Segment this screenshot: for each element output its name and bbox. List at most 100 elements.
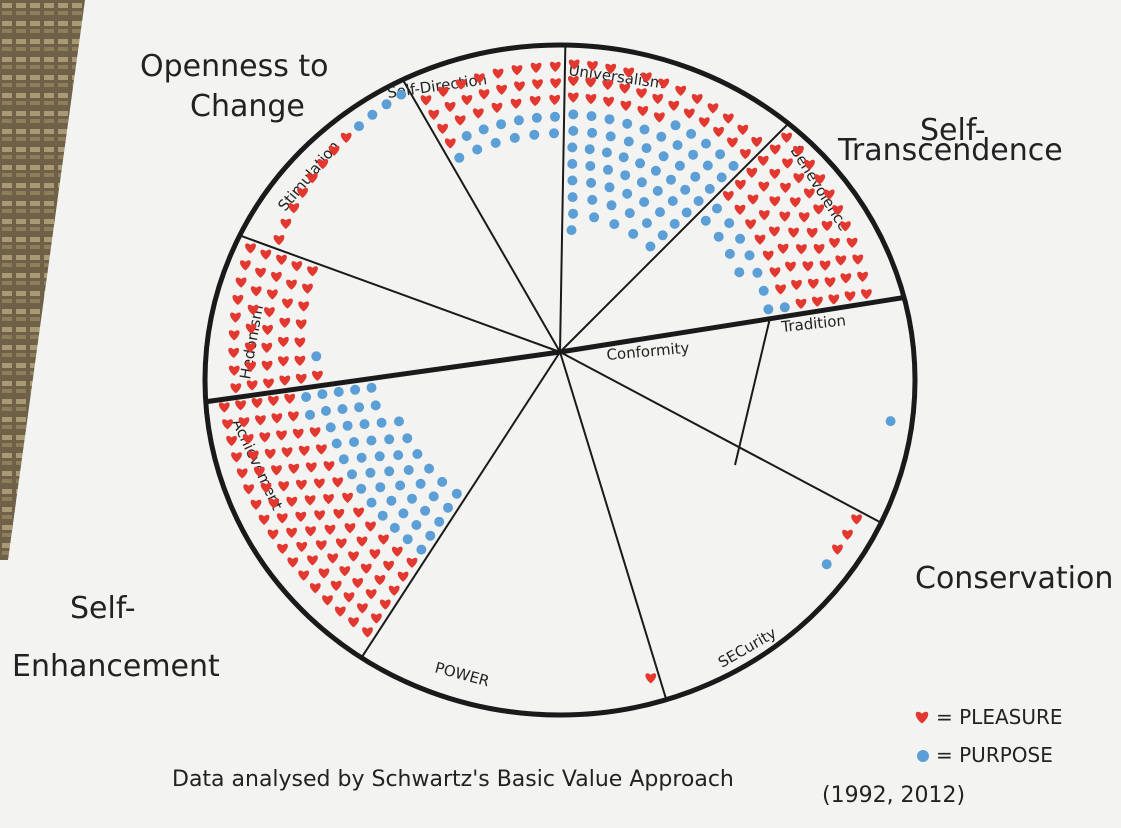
purpose-dot xyxy=(367,110,377,120)
purpose-dot xyxy=(635,158,645,168)
purpose-dot xyxy=(311,351,321,361)
purpose-dot xyxy=(622,119,632,129)
purpose-dot xyxy=(338,404,348,414)
purpose-dot xyxy=(356,484,366,494)
purpose-dot xyxy=(637,177,647,187)
purpose-dot xyxy=(384,434,394,444)
purpose-dot xyxy=(642,218,652,228)
purpose-dot xyxy=(602,148,612,158)
purpose-dot xyxy=(411,520,421,530)
purpose-dot xyxy=(568,109,578,119)
purpose-dot xyxy=(454,153,464,163)
purpose-dot xyxy=(705,184,715,194)
purpose-dot xyxy=(452,489,462,499)
purpose-dot xyxy=(332,439,342,449)
purpose-dot xyxy=(585,161,595,171)
purpose-dot xyxy=(666,175,676,185)
purpose-dot xyxy=(668,196,678,206)
purpose-dot xyxy=(690,172,700,182)
purpose-dot xyxy=(510,133,520,143)
purpose-dot xyxy=(382,99,392,109)
purpose-dot xyxy=(780,302,790,312)
purpose-dot xyxy=(886,416,896,426)
purpose-dot xyxy=(479,124,489,134)
purpose-dot xyxy=(735,234,745,244)
purpose-dot xyxy=(675,161,685,171)
purpose-dot xyxy=(682,208,692,218)
purpose-dot xyxy=(609,219,619,229)
purpose-dot xyxy=(752,268,762,278)
purpose-dot xyxy=(349,437,359,447)
purpose-dot xyxy=(587,111,597,121)
purpose-dot xyxy=(378,511,388,521)
purpose-dot xyxy=(624,137,634,147)
purpose-dot xyxy=(587,128,597,138)
purpose-dot xyxy=(396,90,406,100)
purpose-dot xyxy=(606,131,616,141)
purpose-dot xyxy=(390,523,400,533)
purpose-dot xyxy=(371,400,381,410)
purpose-dot xyxy=(639,197,649,207)
purpose-dot xyxy=(686,129,696,139)
purpose-dot xyxy=(437,477,447,487)
caption-years: (1992, 2012) xyxy=(822,783,965,808)
purpose-dot xyxy=(567,176,577,186)
purpose-dot xyxy=(407,494,417,504)
purpose-dot xyxy=(655,207,665,217)
purpose-dot xyxy=(680,185,690,195)
purpose-dot xyxy=(619,152,629,162)
purpose-dot xyxy=(568,126,578,136)
purpose-dot xyxy=(763,304,773,314)
purpose-dot xyxy=(354,121,364,131)
group-label: Enhancement xyxy=(12,649,220,684)
purpose-dot xyxy=(472,145,482,155)
purpose-dot xyxy=(717,172,727,182)
purpose-dot xyxy=(550,112,560,122)
purpose-dot xyxy=(589,212,599,222)
purpose-dot xyxy=(585,144,595,154)
purpose-dot xyxy=(586,178,596,188)
purpose-dot xyxy=(568,209,578,219)
group-label: Transcendence xyxy=(837,133,1063,168)
purpose-dot xyxy=(567,142,577,152)
purpose-dot xyxy=(339,454,349,464)
purpose-dot xyxy=(375,451,385,461)
purpose-dot xyxy=(425,531,435,541)
purpose-dot xyxy=(412,449,422,459)
poster: Openness to Change Self- Transcendence C… xyxy=(0,0,1121,828)
purpose-dot xyxy=(549,128,559,138)
purpose-dot xyxy=(645,242,655,252)
purpose-dot xyxy=(402,433,412,443)
purpose-dot xyxy=(628,229,638,239)
purpose-dot xyxy=(822,559,832,569)
group-label: Openness to xyxy=(140,49,329,84)
purpose-dot xyxy=(462,131,472,141)
purpose-dot xyxy=(658,230,668,240)
purpose-dot xyxy=(434,517,444,527)
purpose-dot xyxy=(429,491,439,501)
purpose-dot xyxy=(567,159,577,169)
purpose-dot xyxy=(334,387,344,397)
purpose-dot xyxy=(491,138,501,148)
purpose-dot xyxy=(622,189,632,199)
purpose-dot xyxy=(496,119,506,129)
purpose-dot xyxy=(394,416,404,426)
purpose-dot xyxy=(659,151,669,161)
purpose-dot xyxy=(701,216,711,226)
purpose-dot xyxy=(321,406,331,416)
legend-text: = PLEASURE xyxy=(936,705,1063,729)
purpose-dot xyxy=(567,225,577,235)
purpose-dot xyxy=(651,166,661,176)
legend-text: = PURPOSE xyxy=(936,743,1053,767)
purpose-dot xyxy=(416,545,426,555)
group-label: Change xyxy=(190,89,305,124)
purpose-dot xyxy=(734,267,744,277)
purpose-dot xyxy=(350,385,360,395)
purpose-dot xyxy=(367,383,377,393)
purpose-dot xyxy=(366,436,376,446)
purpose-dot xyxy=(673,140,683,150)
purpose-dot xyxy=(656,132,666,142)
purpose-dot xyxy=(301,392,311,402)
purpose-dot xyxy=(365,468,375,478)
purpose-dot xyxy=(416,479,426,489)
